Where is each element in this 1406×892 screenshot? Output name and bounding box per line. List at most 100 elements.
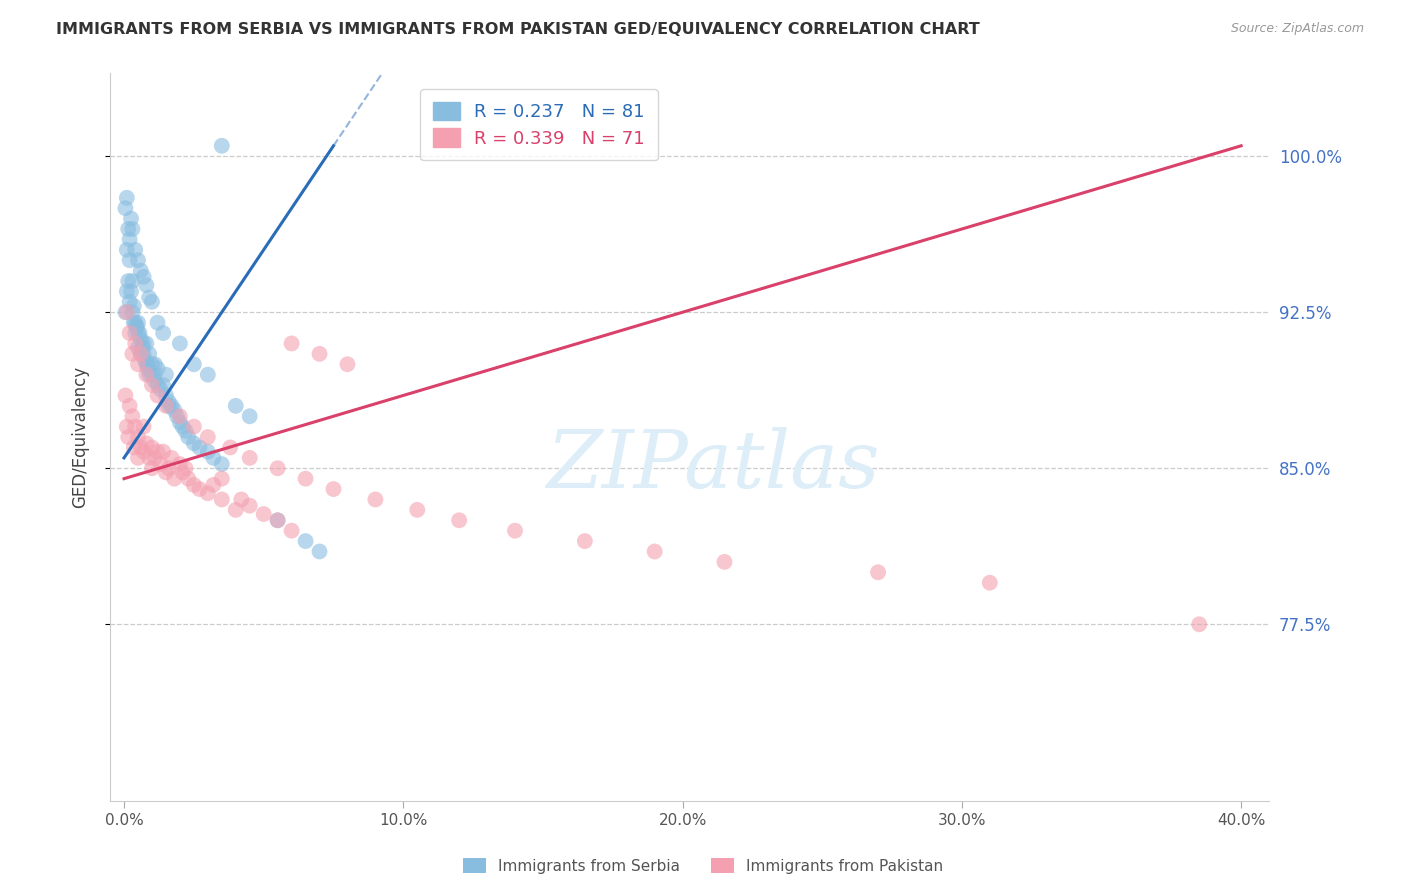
Point	[280, 524, 302, 538]
Point	[143, 374, 166, 388]
Text: Source: ZipAtlas.com: Source: ZipAtlas.com	[1230, 22, 1364, 36]
Point	[132, 347, 155, 361]
Point	[266, 513, 288, 527]
Point	[127, 357, 149, 371]
Point	[136, 361, 159, 376]
Point	[197, 444, 219, 458]
Point	[155, 399, 177, 413]
Point	[135, 336, 157, 351]
Point	[118, 294, 141, 309]
Point	[183, 436, 205, 450]
Point	[169, 416, 191, 430]
Point	[1188, 617, 1211, 632]
Point	[115, 419, 138, 434]
Point	[183, 419, 205, 434]
Point	[135, 436, 157, 450]
Point	[146, 444, 169, 458]
Point	[163, 403, 186, 417]
Point	[157, 399, 180, 413]
Point	[644, 544, 666, 558]
Point	[120, 285, 142, 299]
Point	[211, 457, 233, 471]
Point	[127, 341, 149, 355]
Point	[114, 305, 136, 319]
Point	[138, 368, 160, 382]
Point	[129, 332, 152, 346]
Point	[129, 347, 152, 361]
Point	[121, 305, 143, 319]
Point	[183, 357, 205, 371]
Point	[169, 457, 191, 471]
Point	[155, 388, 177, 402]
Point	[129, 441, 152, 455]
Point	[122, 299, 145, 313]
Point	[115, 191, 138, 205]
Point	[131, 341, 153, 355]
Point	[118, 326, 141, 340]
Point	[138, 291, 160, 305]
Point	[231, 492, 253, 507]
Point	[163, 472, 186, 486]
Point	[132, 269, 155, 284]
Point	[121, 274, 143, 288]
Point	[868, 566, 890, 580]
Point	[146, 361, 169, 376]
Y-axis label: GED/Equivalency: GED/Equivalency	[72, 366, 89, 508]
Point	[114, 388, 136, 402]
Point	[121, 409, 143, 424]
Point	[188, 482, 211, 496]
Point	[188, 441, 211, 455]
Point	[121, 347, 143, 361]
Point	[177, 472, 200, 486]
Point	[135, 368, 157, 382]
Point	[136, 357, 159, 371]
Point	[127, 326, 149, 340]
Point	[308, 544, 330, 558]
Point	[124, 336, 146, 351]
Point	[266, 513, 288, 527]
Text: ZIPatlas: ZIPatlas	[546, 427, 880, 505]
Point	[174, 461, 197, 475]
Point	[141, 461, 163, 475]
Point	[115, 285, 138, 299]
Point	[129, 263, 152, 277]
Point	[127, 430, 149, 444]
Legend: R = 0.237   N = 81, R = 0.339   N = 71: R = 0.237 N = 81, R = 0.339 N = 71	[420, 89, 658, 161]
Point	[120, 211, 142, 226]
Point	[157, 461, 180, 475]
Point	[141, 441, 163, 455]
Point	[141, 378, 163, 392]
Point	[125, 319, 148, 334]
Point	[225, 399, 247, 413]
Point	[124, 243, 146, 257]
Point	[124, 419, 146, 434]
Point	[132, 336, 155, 351]
Point	[211, 472, 233, 486]
Point	[135, 278, 157, 293]
Point	[128, 326, 150, 340]
Point	[202, 478, 225, 492]
Point	[160, 450, 183, 465]
Point	[280, 336, 302, 351]
Point	[152, 326, 174, 340]
Legend: Immigrants from Serbia, Immigrants from Pakistan: Immigrants from Serbia, Immigrants from …	[457, 852, 949, 880]
Point	[253, 507, 276, 521]
Point	[172, 466, 194, 480]
Point	[114, 201, 136, 215]
Point	[115, 305, 138, 319]
Point	[118, 399, 141, 413]
Point	[127, 450, 149, 465]
Point	[157, 394, 180, 409]
Point	[239, 499, 262, 513]
Point	[503, 524, 526, 538]
Point	[117, 430, 139, 444]
Point	[364, 492, 387, 507]
Point	[138, 347, 160, 361]
Point	[155, 368, 177, 382]
Point	[979, 575, 1001, 590]
Point	[129, 347, 152, 361]
Point	[294, 534, 316, 549]
Point	[117, 274, 139, 288]
Point	[211, 492, 233, 507]
Point	[172, 419, 194, 434]
